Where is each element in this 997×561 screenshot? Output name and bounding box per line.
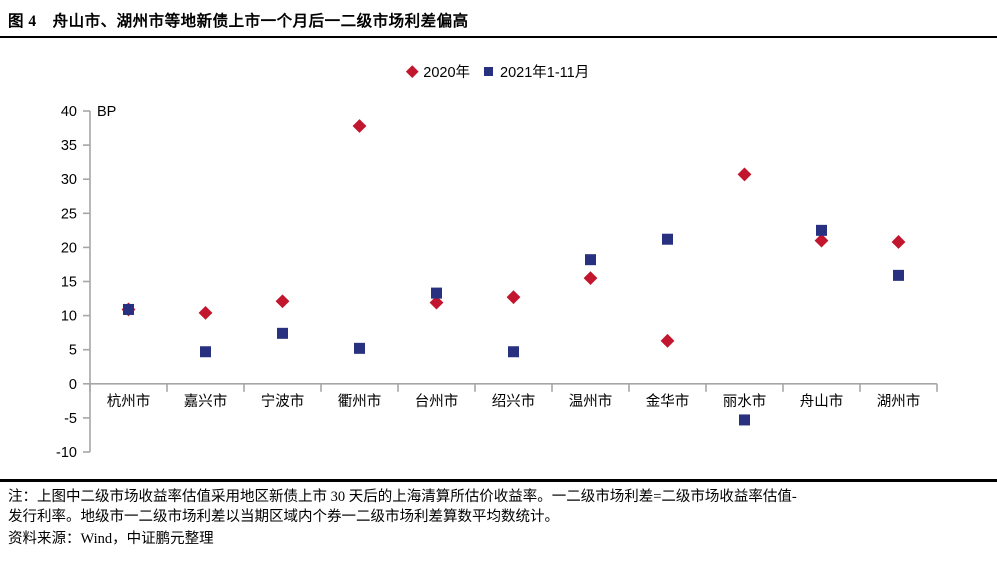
y-tick-label: 40 bbox=[61, 104, 77, 120]
y-axis-unit-label: BP bbox=[97, 104, 116, 120]
y-tick-label: 35 bbox=[61, 138, 77, 154]
data-point-square bbox=[739, 414, 750, 426]
x-category-label: 杭州市 bbox=[107, 393, 151, 410]
y-tick-label: 5 bbox=[69, 343, 77, 359]
x-category-label: 宁波市 bbox=[261, 393, 305, 410]
data-point-diamond bbox=[352, 119, 367, 133]
y-tick-label: 20 bbox=[61, 240, 77, 256]
data-point-square bbox=[277, 327, 288, 339]
data-point-diamond bbox=[429, 295, 444, 310]
data-point-square bbox=[123, 303, 134, 315]
note-line-2: 发行利率。地级市一二级市场利差以当期区域内个券一二级市场利差算数平均数统计。 bbox=[8, 508, 559, 525]
y-tick-label: 25 bbox=[61, 206, 77, 222]
data-source: 资料来源：Wind，中证鹏元整理 bbox=[8, 531, 214, 547]
data-point-square bbox=[585, 254, 596, 266]
data-point-square bbox=[431, 287, 442, 299]
legend-item-2021: 2021年1-11月 bbox=[484, 61, 589, 82]
data-point-diamond bbox=[506, 290, 521, 305]
data-point-diamond bbox=[660, 333, 675, 348]
data-point-diamond bbox=[891, 235, 906, 249]
chart-legend: 2020年 2021年1-11月 bbox=[0, 61, 997, 82]
y-tick-label: 0 bbox=[69, 377, 77, 393]
y-tick-label: -10 bbox=[56, 445, 77, 461]
x-category-label: 台州市 bbox=[415, 393, 459, 410]
x-category-label: 衢州市 bbox=[338, 393, 382, 410]
data-point-square bbox=[816, 224, 827, 236]
square-marker-icon bbox=[484, 67, 494, 76]
data-point-diamond bbox=[275, 294, 290, 309]
data-point-diamond bbox=[198, 305, 213, 320]
scatter-plot-svg: 40 35 30 25 20 15 10 5 0 -5 -10 BP 杭州市 嘉兴市 宁波市 衢州市 台州市 绍兴… bbox=[56, 104, 938, 461]
x-category-label: 绍兴市 bbox=[492, 393, 536, 410]
data-point-diamond bbox=[814, 233, 829, 248]
figure-title: 图 4 舟山市、湖州市等地新债上市一个月后一二级市场利差偏高 bbox=[8, 13, 469, 30]
x-category-label: 湖州市 bbox=[877, 393, 921, 410]
note-line-1: 注：上图中二级市场收益率估值采用地区新债上市 30 天后的上海清算所估价收益率。… bbox=[8, 489, 797, 505]
legend-item-2020: 2020年 bbox=[406, 61, 471, 82]
data-point-square bbox=[662, 233, 673, 245]
legend-label-2020: 2020年 bbox=[423, 65, 471, 81]
legend-label-2021: 2021年1-11月 bbox=[500, 65, 590, 81]
chart-area: 2020年 2021年1-11月 40 35 30 25 20 15 10 5 0 -5 -10 BP… bbox=[0, 38, 997, 479]
data-point-square bbox=[354, 342, 365, 354]
x-category-label: 嘉兴市 bbox=[184, 393, 228, 410]
x-category-label: 温州市 bbox=[569, 393, 613, 410]
data-point-square bbox=[200, 346, 211, 358]
top-divider bbox=[0, 36, 997, 38]
y-tick-label: 30 bbox=[61, 172, 77, 188]
data-point-square bbox=[508, 346, 519, 358]
data-point-diamond bbox=[737, 167, 752, 182]
data-point-diamond bbox=[583, 271, 598, 285]
data-point-square bbox=[893, 269, 904, 281]
y-tick-label: 10 bbox=[61, 309, 77, 325]
x-category-label: 金华市 bbox=[646, 393, 690, 410]
chart-note: 注：上图中二级市场收益率估值采用地区新债上市 30 天后的上海清算所估价收益率。… bbox=[0, 482, 997, 527]
bottom-divider bbox=[0, 479, 997, 482]
y-tick-label: -5 bbox=[64, 411, 77, 427]
y-tick-label: 15 bbox=[61, 275, 77, 291]
x-category-label: 舟山市 bbox=[800, 393, 844, 410]
x-category-label: 丽水市 bbox=[723, 393, 767, 410]
